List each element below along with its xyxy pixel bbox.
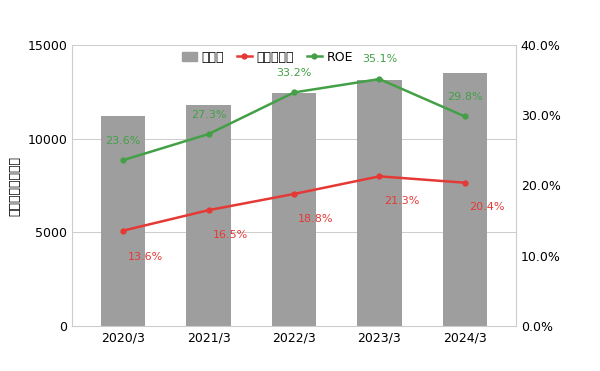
ROE [119,158,127,162]
Y-axis label: 売上高（百万円）: 売上高（百万円） [9,155,22,216]
Text: 21.3%: 21.3% [383,196,419,206]
Text: 16.5%: 16.5% [213,230,248,240]
Bar [272,93,316,326]
営業利益率 [290,192,298,196]
Text: 35.1%: 35.1% [362,53,397,63]
Text: 27.3%: 27.3% [191,110,226,120]
Text: 33.2%: 33.2% [277,68,311,78]
Bar [443,73,487,326]
Line: ROE: ROE [121,77,467,162]
Text: 18.8%: 18.8% [298,214,334,224]
営業利益率 [205,208,212,212]
ROE [461,114,469,119]
ROE [205,132,212,136]
営業利益率 [376,174,383,178]
Text: 23.6%: 23.6% [106,136,141,146]
ROE [290,90,298,95]
Text: 20.4%: 20.4% [469,203,505,213]
Text: 29.8%: 29.8% [447,92,482,102]
営業利益率 [119,229,127,233]
営業利益率 [461,180,469,185]
Line: 営業利益率: 営業利益率 [121,174,467,233]
Bar [357,80,401,326]
Legend: 売上高, 営業利益率, ROE: 売上高, 営業利益率, ROE [182,51,353,64]
Bar [101,116,145,326]
Bar [187,105,231,326]
ROE [376,77,383,81]
Text: 13.6%: 13.6% [128,252,163,262]
